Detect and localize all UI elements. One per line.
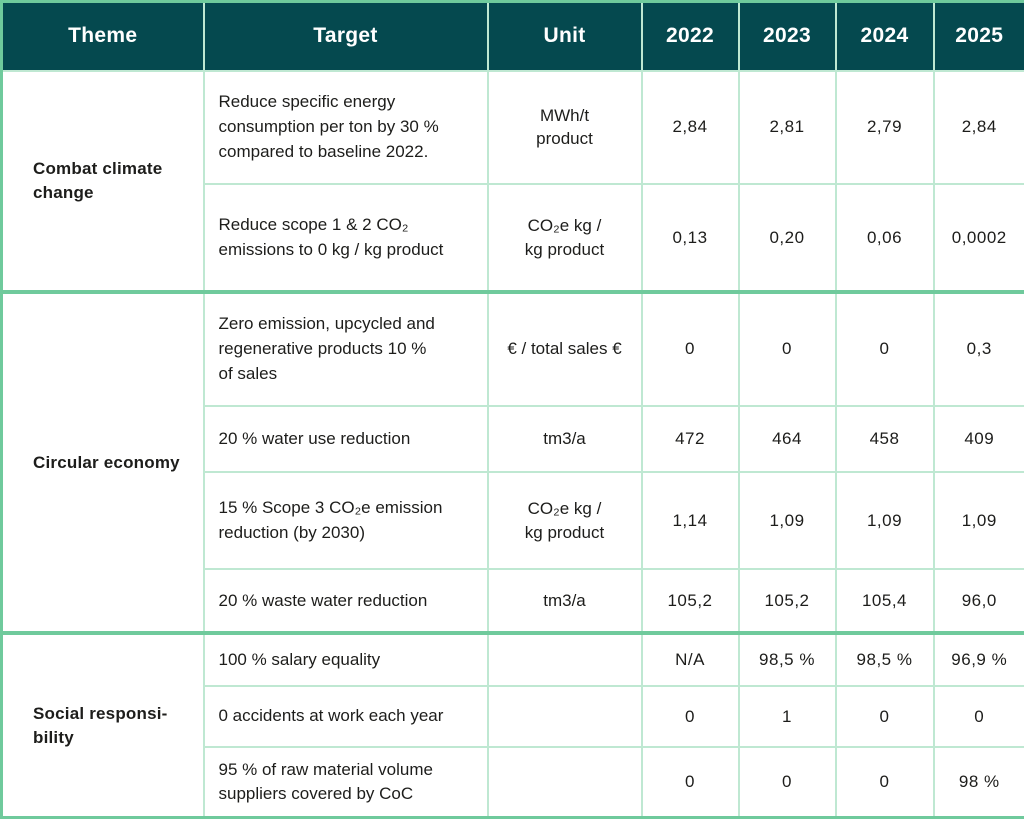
unit-cell: CO₂e kg / kg product [486,183,643,293]
value-cell-2022: 2,84 [640,69,740,186]
value-cell-2022: 0 [640,685,740,749]
value-cell-2025: 1,09 [932,471,1024,571]
value-cell-2025: 0,0002 [932,183,1024,293]
unit-cell [486,746,643,819]
value-cell-2022: 0,13 [640,183,740,293]
value-cell-2025: 96,0 [932,568,1024,635]
column-header-unit: Unit [486,0,643,72]
target-cell: 20 % water use reduction [202,404,489,474]
value-cell-2025: 98 % [932,746,1024,819]
value-cell-2024: 105,4 [834,568,935,635]
value-cell-2023: 0,20 [737,183,837,293]
value-cell-2025: 0,3 [932,289,1024,407]
unit-cell: CO₂e kg / kg product [486,471,643,571]
column-header-2022: 2022 [640,0,740,72]
value-cell-2022: N/A [640,631,740,688]
target-cell: Zero emission, upcycled and regenerative… [202,289,489,407]
theme-cell-circular-economy: Circular economy [0,289,205,635]
column-header-2024: 2024 [834,0,935,72]
value-cell-2022: 0 [640,746,740,819]
unit-cell: MWh/t product [486,69,643,186]
value-cell-2025: 0 [932,685,1024,749]
value-cell-2023: 98,5 % [737,631,837,688]
target-cell: 20 % waste water reduction [202,568,489,635]
value-cell-2022: 105,2 [640,568,740,635]
target-cell: 100 % salary equality [202,631,489,688]
column-header-target: Target [202,0,489,72]
value-cell-2024: 1,09 [834,471,935,571]
column-header-theme: Theme [0,0,205,72]
table-row: 15 % Scope 3 CO₂e emission reduction (by… [2,471,1024,571]
target-cell: Reduce specific energy consumption per t… [202,69,489,186]
value-cell-2024: 98,5 % [834,631,935,688]
target-cell: 0 accidents at work each year [202,685,489,749]
value-cell-2024: 0 [834,685,935,749]
value-cell-2023: 0 [737,746,837,819]
value-cell-2024: 2,79 [834,69,935,186]
header-row: Theme Target Unit 2022 2023 2024 2025 [0,0,1024,72]
column-header-2023: 2023 [737,0,837,72]
value-cell-2022: 472 [640,404,740,474]
value-cell-2024: 0 [834,746,935,819]
value-cell-2025: 2,84 [932,69,1024,186]
value-cell-2023: 464 [737,404,837,474]
table-row: 20 % waste water reduction tm3/a 105,2 1… [2,568,1024,635]
value-cell-2022: 1,14 [640,471,740,571]
value-cell-2025: 96,9 % [932,631,1024,688]
unit-cell: tm3/a [486,568,643,635]
value-cell-2022: 0 [640,289,740,407]
unit-cell [486,631,643,688]
unit-cell: € / total sales € [486,289,643,407]
table-row: 95 % of raw material volume suppliers co… [2,746,1024,819]
target-cell: Reduce scope 1 & 2 CO₂ emissions to 0 kg… [202,183,489,293]
value-cell-2025: 409 [932,404,1024,474]
value-cell-2023: 2,81 [737,69,837,186]
table-row: Reduce scope 1 & 2 CO₂ emissions to 0 kg… [2,183,1024,293]
theme-cell-social-responsibility: Social responsi­bility [0,631,205,819]
value-cell-2024: 0,06 [834,183,935,293]
table-row: Social responsi­bility 100 % salary equa… [0,631,1024,819]
target-cell: 15 % Scope 3 CO₂e emission reduction (by… [202,471,489,571]
value-cell-2024: 458 [834,404,935,474]
value-cell-2023: 105,2 [737,568,837,635]
unit-cell: tm3/a [486,404,643,474]
value-cell-2023: 0 [737,289,837,407]
unit-cell [486,685,643,749]
value-cell-2024: 0 [834,289,935,407]
table-row: Circular economy Zero emission, upcycled… [0,289,1024,635]
value-cell-2023: 1,09 [737,471,837,571]
table-row: 20 % water use reduction tm3/a 472 464 4… [2,404,1024,474]
target-cell: 95 % of raw material volume suppliers co… [202,746,489,819]
value-cell-2023: 1 [737,685,837,749]
column-header-2025: 2025 [932,0,1024,72]
table-row: Combat climate change Reduce specific en… [0,69,1024,293]
theme-cell-combat-climate-change: Combat climate change [0,69,205,293]
table-row: 0 accidents at work each year 0 1 0 0 [2,685,1024,749]
